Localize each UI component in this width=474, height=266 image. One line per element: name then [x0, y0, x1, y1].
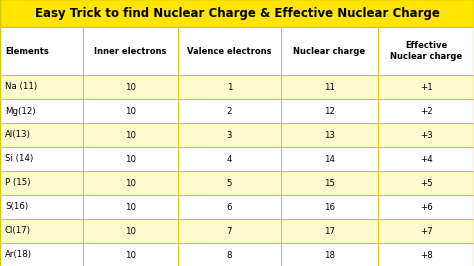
- Text: 18: 18: [324, 251, 335, 260]
- Text: +7: +7: [419, 227, 432, 235]
- Text: 3: 3: [227, 131, 232, 139]
- Text: 11: 11: [324, 82, 335, 92]
- Text: Inner electrons: Inner electrons: [94, 47, 167, 56]
- Bar: [0, 219, 474, 243]
- Bar: [0, 27, 474, 75]
- Text: 1: 1: [227, 82, 232, 92]
- Bar: [0, 0, 474, 27]
- Text: Al(13): Al(13): [5, 131, 31, 139]
- Text: 15: 15: [324, 178, 335, 188]
- Text: P (15): P (15): [5, 178, 30, 188]
- Bar: [0, 123, 474, 147]
- Text: 14: 14: [324, 155, 335, 164]
- Text: +6: +6: [419, 202, 432, 211]
- Text: 17: 17: [324, 227, 335, 235]
- Text: 2: 2: [227, 106, 232, 115]
- Text: 10: 10: [125, 82, 136, 92]
- Bar: [0, 171, 474, 195]
- Text: Effective
Nuclear charge: Effective Nuclear charge: [390, 41, 462, 61]
- Text: +5: +5: [419, 178, 432, 188]
- Text: +8: +8: [419, 251, 432, 260]
- Text: 13: 13: [324, 131, 335, 139]
- Text: +3: +3: [419, 131, 432, 139]
- Text: 10: 10: [125, 178, 136, 188]
- Bar: [0, 243, 474, 266]
- Text: S(16): S(16): [5, 202, 28, 211]
- Bar: [0, 99, 474, 123]
- Text: 4: 4: [227, 155, 232, 164]
- Text: 10: 10: [125, 155, 136, 164]
- Text: Nuclear charge: Nuclear charge: [293, 47, 365, 56]
- Text: 10: 10: [125, 131, 136, 139]
- Text: 8: 8: [227, 251, 232, 260]
- Text: 12: 12: [324, 106, 335, 115]
- Bar: [0, 75, 474, 99]
- Text: 6: 6: [227, 202, 232, 211]
- Text: 10: 10: [125, 202, 136, 211]
- Text: 10: 10: [125, 227, 136, 235]
- Text: Na (11): Na (11): [5, 82, 37, 92]
- Text: 7: 7: [227, 227, 232, 235]
- Bar: [0, 195, 474, 219]
- Text: Si (14): Si (14): [5, 155, 33, 164]
- Text: Elements: Elements: [5, 47, 49, 56]
- Text: Easy Trick to find Nuclear Charge & Effective Nuclear Charge: Easy Trick to find Nuclear Charge & Effe…: [35, 6, 439, 19]
- Text: 10: 10: [125, 106, 136, 115]
- Text: Valence electrons: Valence electrons: [187, 47, 272, 56]
- Text: +4: +4: [419, 155, 432, 164]
- Text: 5: 5: [227, 178, 232, 188]
- Text: Mg(12): Mg(12): [5, 106, 36, 115]
- Text: Cl(17): Cl(17): [5, 227, 31, 235]
- Bar: [0, 147, 474, 171]
- Text: 16: 16: [324, 202, 335, 211]
- Text: 10: 10: [125, 251, 136, 260]
- Text: +2: +2: [419, 106, 432, 115]
- Text: Ar(18): Ar(18): [5, 251, 32, 260]
- Text: +1: +1: [419, 82, 432, 92]
